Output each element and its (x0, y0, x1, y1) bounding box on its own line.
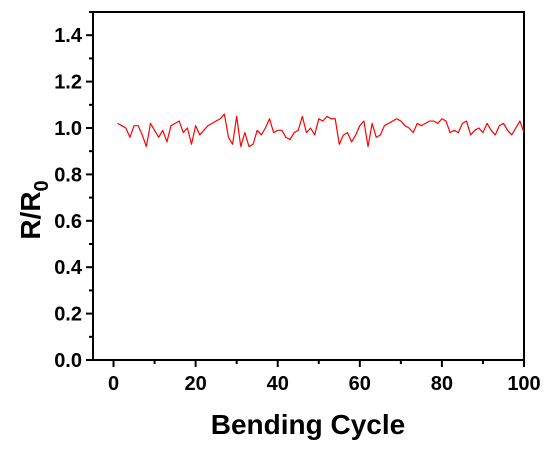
y-tick-label: 0.8 (54, 164, 82, 186)
y-ticks: 0.0 0.2 0.4 0.6 0.8 1.0 1.2 1.4 (54, 11, 93, 372)
y-tick-label: 0.6 (54, 211, 82, 233)
x-tick-label: 40 (267, 373, 289, 395)
y-axis-title: R/R0 (15, 180, 53, 239)
plot-frame (92, 11, 525, 361)
x-axis-title: Bending Cycle (211, 409, 405, 440)
axes (92, 11, 525, 361)
y-tick-label: 0.4 (54, 257, 83, 279)
x-tick-label: 0 (108, 373, 119, 395)
y-tick-label: 1.0 (54, 118, 82, 140)
y-tick-label: 0.2 (54, 304, 82, 326)
x-tick-label: 60 (349, 373, 371, 395)
y-tick-label: 1.4 (54, 25, 83, 47)
y-axis-title-subscript: 0 (31, 180, 53, 191)
y-tick-label: 0.0 (54, 350, 82, 372)
x-tick-label: 100 (507, 373, 540, 395)
series-group (117, 113, 525, 148)
x-ticks: 0 20 40 60 80 100 (108, 360, 541, 395)
x-tick-label: 20 (184, 373, 206, 395)
y-axis-title-main: R/R (15, 191, 46, 239)
x-tick-label: 80 (431, 373, 453, 395)
y-tick-label: 1.2 (54, 72, 82, 94)
series-line (117, 113, 525, 148)
